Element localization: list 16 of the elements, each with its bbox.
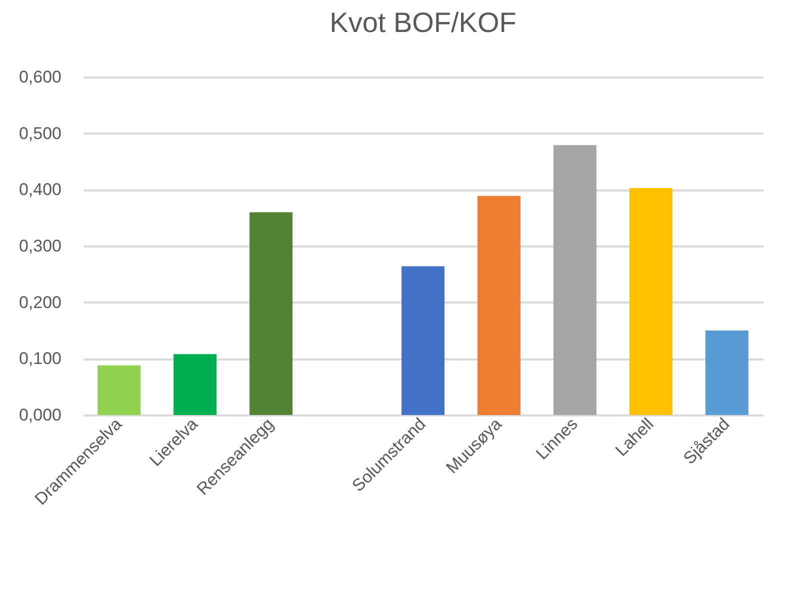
y-tick-label: 0,100 [18,349,62,368]
bar [477,196,520,415]
chart-title: Kvot BOF/KOF [330,7,516,38]
y-tick-label: 0,300 [18,236,62,256]
y-tick-label: 0,400 [18,180,62,200]
bar [98,365,141,415]
y-tick-label: 0,000 [18,406,62,424]
bar [553,145,596,415]
y-tick-label: 0,600 [18,68,62,86]
bar [705,330,748,415]
bar [174,354,217,415]
bar [402,266,444,415]
bar [629,188,672,415]
bar [250,212,293,415]
y-tick-label: 0,200 [18,292,62,312]
y-tick-label: 0,500 [18,124,62,143]
